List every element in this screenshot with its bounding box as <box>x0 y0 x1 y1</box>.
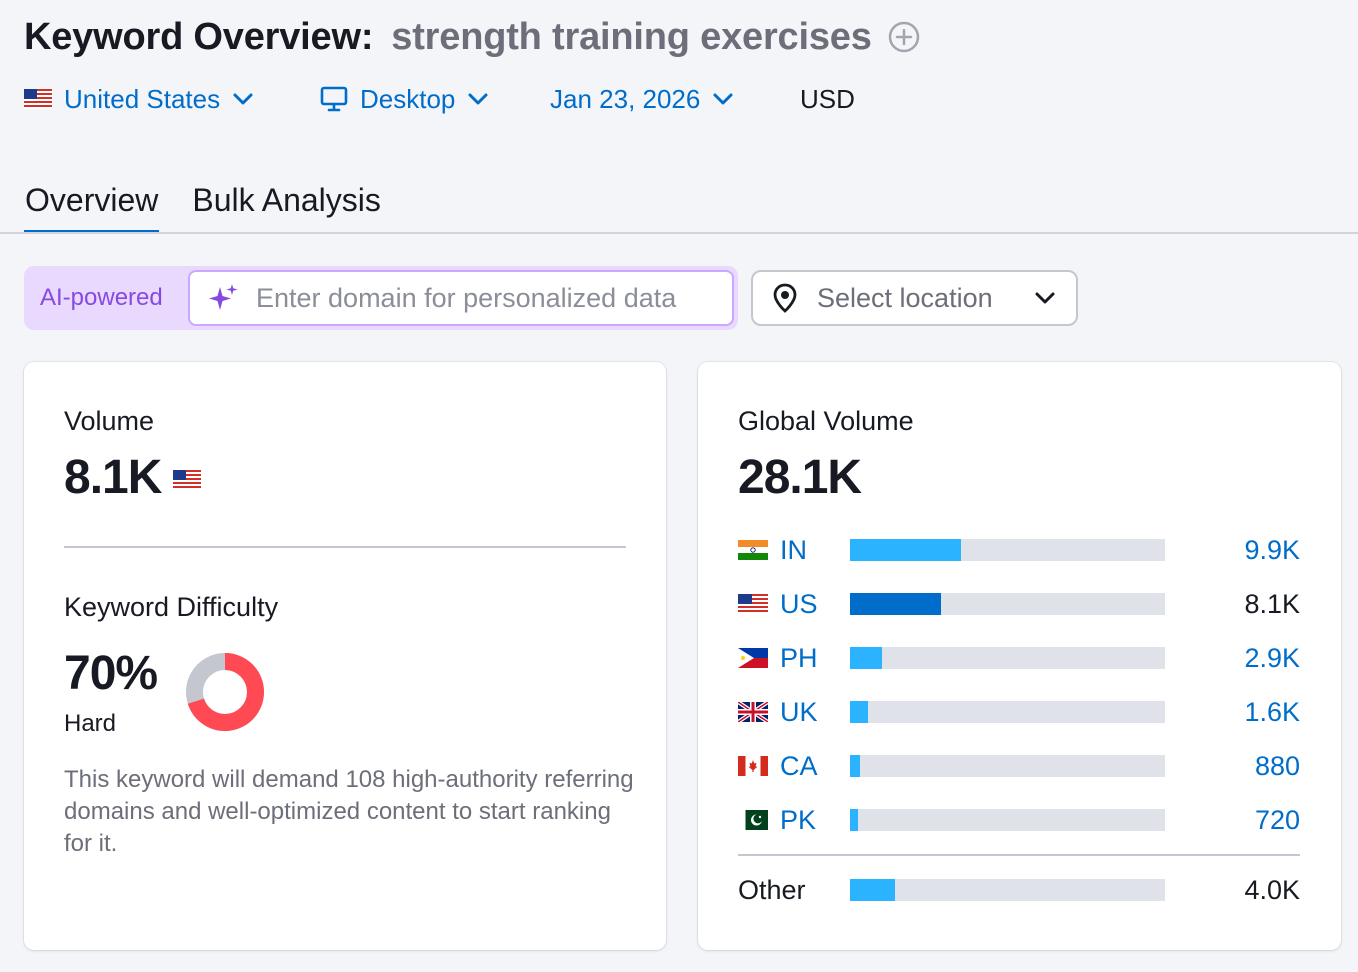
ai-powered-badge: AI-powered <box>40 284 163 311</box>
country-volume[interactable]: 2.9K <box>1244 642 1300 673</box>
currency-label: USD <box>800 83 855 114</box>
tab-bar: Overview Bulk Analysis <box>24 166 382 234</box>
volume-bar-fill <box>850 593 941 615</box>
country-volume[interactable]: 1.6K <box>1244 696 1300 727</box>
volume-bar-fill <box>850 701 868 723</box>
volume-bar <box>850 809 1165 831</box>
volume-bar-fill <box>850 755 860 777</box>
domain-input[interactable] <box>256 282 726 314</box>
volume-bar-fill <box>850 879 895 901</box>
date-filter[interactable]: Jan 23, 2026 <box>550 84 800 115</box>
volume-bar <box>850 593 1165 615</box>
country-code[interactable]: US <box>780 588 818 619</box>
volume-bar <box>850 701 1165 723</box>
country-code[interactable]: IN <box>780 534 807 565</box>
country-code[interactable]: PH <box>780 642 818 673</box>
volume-bar-fill <box>850 809 859 831</box>
country-row-pk: PK 720 <box>738 800 1300 840</box>
volume-value: 8.1K <box>64 451 162 504</box>
country-code[interactable]: PK <box>780 804 817 835</box>
other-label: Other <box>738 874 806 905</box>
chevron-down-icon <box>712 92 734 106</box>
filter-bar: United States Desktop Jan 23, 2026 USD <box>24 78 855 120</box>
country-row-ph: PH 2.9K <box>738 638 1300 678</box>
volume-bar <box>850 879 1165 901</box>
global-volume-divider <box>738 854 1300 856</box>
us-flag-icon <box>738 594 768 614</box>
chevron-down-icon <box>1034 291 1056 305</box>
country-row-other: Other 4.0K <box>738 870 1300 910</box>
philippines-flag-icon <box>738 648 768 668</box>
country-filter-label: United States <box>64 83 221 114</box>
global-volume-label: Global Volume <box>738 406 914 436</box>
kd-description: This keyword will demand 108 high-author… <box>64 766 634 857</box>
country-code[interactable]: CA <box>780 750 818 781</box>
volume-bar <box>850 647 1165 669</box>
tabs-divider <box>0 232 1358 234</box>
volume-divider <box>64 546 626 548</box>
volume-bar-fill <box>850 647 883 669</box>
canada-flag-icon <box>738 756 768 776</box>
country-row-us: US 8.1K <box>738 584 1300 624</box>
domain-input-wrap <box>188 270 734 326</box>
other-volume: 4.0K <box>1244 874 1300 905</box>
volume-label: Volume <box>64 406 155 436</box>
india-flag-icon <box>738 540 768 560</box>
keyword-title: strength training exercises <box>391 15 872 58</box>
volume-bar <box>850 755 1165 777</box>
country-row-ca: CA 880 <box>738 746 1300 786</box>
page-title: Keyword Overview: <box>24 15 374 58</box>
country-volume[interactable]: 880 <box>1254 750 1300 781</box>
device-filter-label: Desktop <box>360 83 456 114</box>
kd-donut-chart <box>186 653 264 731</box>
location-select[interactable]: Select location <box>751 270 1078 326</box>
location-placeholder: Select location <box>817 282 993 313</box>
kd-donut-arc <box>186 653 264 731</box>
tab-bulk-analysis[interactable]: Bulk Analysis <box>192 181 381 218</box>
location-pin-icon <box>773 283 797 313</box>
uk-flag-icon <box>738 702 768 722</box>
country-row-in: IN 9.9K <box>738 530 1300 570</box>
sparkle-icon <box>209 284 238 310</box>
us-flag-icon <box>173 469 202 490</box>
pakistan-flag-icon <box>738 810 768 830</box>
ai-domain-box: AI-powered <box>24 266 738 330</box>
global-volume-card: Global Volume 28.1K IN 9.9K US 8.1K PH 2… <box>698 362 1341 950</box>
country-code[interactable]: UK <box>780 696 818 727</box>
kd-value: 70% <box>64 647 158 700</box>
volume-value-row: 8.1K <box>64 450 202 505</box>
country-filter[interactable]: United States <box>24 84 320 115</box>
country-volume: 8.1K <box>1244 588 1300 619</box>
date-filter-label: Jan 23, 2026 <box>550 83 701 114</box>
page-header: Keyword Overview: strength training exer… <box>24 14 920 60</box>
global-volume-value: 28.1K <box>738 451 862 504</box>
us-flag-icon <box>24 89 52 109</box>
country-volume[interactable]: 720 <box>1254 804 1300 835</box>
tab-overview[interactable]: Overview <box>24 166 160 234</box>
volume-bar <box>850 539 1165 561</box>
desktop-icon <box>320 86 348 112</box>
kd-label: Keyword Difficulty <box>64 592 279 622</box>
chevron-down-icon <box>467 92 489 106</box>
volume-card: Volume 8.1K Keyword Difficulty 70% Hard … <box>24 362 666 950</box>
plus-circle-icon[interactable] <box>888 21 920 53</box>
kd-level: Hard <box>64 710 117 737</box>
country-volume[interactable]: 9.9K <box>1244 534 1300 565</box>
volume-bar-fill <box>850 539 961 561</box>
chevron-down-icon <box>232 92 254 106</box>
device-filter[interactable]: Desktop <box>320 84 550 115</box>
country-row-uk: UK 1.6K <box>738 692 1300 732</box>
